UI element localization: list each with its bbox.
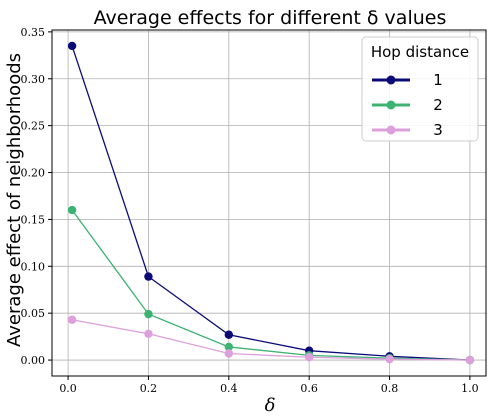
y-axis-label: Average effect of neighborhoods: [4, 53, 25, 347]
series-line: [71, 319, 470, 361]
data-point: [224, 342, 234, 352]
series-line: [71, 45, 470, 361]
chart-title: Average effects for different δ values: [94, 7, 447, 29]
series-line: [71, 209, 470, 361]
legend-box: [361, 36, 479, 142]
data-point: [385, 354, 394, 364]
y-tick-label: 0.35: [21, 26, 46, 39]
x-tick-label: 0.8: [381, 382, 399, 395]
data-point: [465, 355, 475, 365]
data-point: [67, 205, 77, 215]
x-axis-label: δ: [265, 395, 276, 416]
series-2: [67, 205, 475, 365]
data-point: [67, 315, 77, 324]
data-point: [224, 330, 234, 339]
legend: Hop distance 1 2 3: [361, 36, 479, 142]
x-tick-label: 0.0: [59, 382, 77, 395]
y-tick-label: 0.10: [21, 260, 46, 273]
plot-frame: [51, 29, 487, 377]
legend-entry-label: 1: [433, 71, 443, 89]
legend-title: Hop distance: [371, 43, 469, 61]
legend-swatch-marker: [386, 75, 396, 85]
y-tick-label: 0.05: [21, 307, 46, 320]
data-point: [144, 329, 153, 339]
legend-swatch-marker: [386, 100, 396, 110]
y-tick-label: 0.25: [21, 120, 46, 133]
x-tick-label: 0.6: [300, 382, 318, 395]
legend-entry-label: 3: [433, 121, 443, 139]
y-tick-label: 0.30: [21, 73, 46, 86]
legend-swatch-marker: [386, 125, 396, 135]
data-point: [224, 349, 234, 358]
y-tick-label: 0.15: [21, 213, 46, 226]
x-ticks: 0.0 0.2 0.4 0.6 0.8 1.0: [59, 376, 479, 395]
x-tick-label: 0.2: [140, 382, 158, 395]
data-point: [144, 309, 153, 319]
series-layer: [67, 41, 475, 365]
y-tick-label: 0.20: [21, 167, 46, 180]
y-tick-label: 0.00: [21, 354, 46, 367]
legend-entry-label: 2: [433, 96, 443, 114]
data-point: [304, 353, 314, 362]
data-point: [144, 272, 153, 281]
y-ticks: 0.00 0.05 0.10 0.15 0.20 0.25 0.30 0.35: [21, 26, 52, 367]
x-tick-label: 1.0: [461, 382, 479, 395]
x-tick-label: 0.4: [220, 382, 238, 395]
series-3: [67, 315, 475, 365]
data-point: [67, 41, 77, 51]
